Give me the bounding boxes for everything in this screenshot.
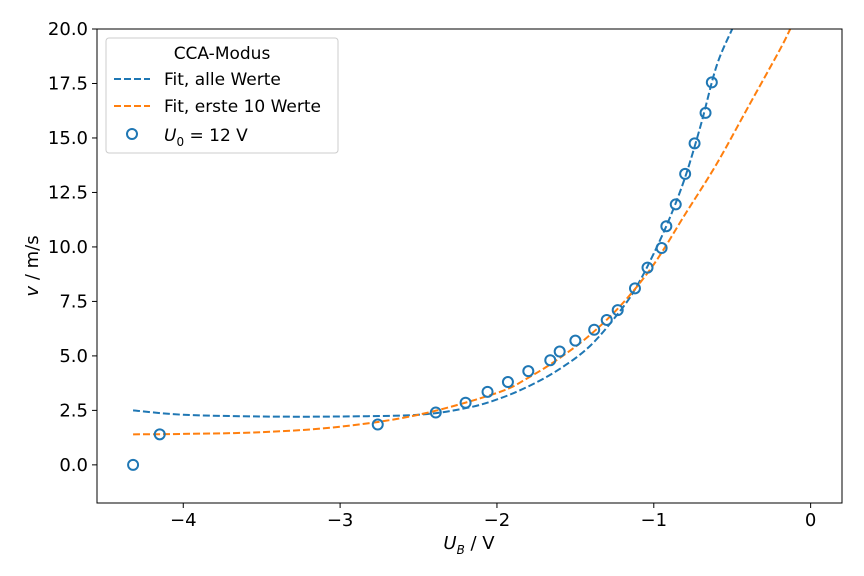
- data-point-u0: [153, 428, 166, 441]
- x-axis: −4 −3 −2 −1 0: [170, 503, 816, 531]
- data-point-u0: [600, 313, 613, 326]
- data-point-u0: [705, 76, 718, 89]
- data-point-u0: [459, 396, 472, 409]
- data-point-u0: [429, 406, 442, 419]
- legend-entry-fit-first10: Fit, erste 10 Werte: [164, 97, 321, 117]
- data-point-u0: [611, 304, 624, 317]
- data-point-u0: [588, 323, 601, 336]
- legend-entry-u0: U0 = 12 V: [164, 126, 248, 149]
- data-point-u0: [501, 376, 514, 389]
- y-axis-label: v / m/s: [22, 235, 43, 296]
- plot-frame: [96, 28, 843, 504]
- data-point-u0: [481, 385, 494, 398]
- series-line-fit-all: [132, 29, 734, 418]
- data-point-u0: [127, 458, 140, 471]
- x-tick-label: −3: [327, 510, 354, 531]
- y-tick-label: 7.5: [59, 291, 88, 312]
- y-axis: 0.0 2.5 5.0 7.5 10.0 12.5 15.0 17.5 20.0: [48, 19, 97, 476]
- legend: CCA-Modus Fit, alle Werte Fit, erste 10 …: [105, 37, 339, 154]
- legend-title: CCA-Modus: [174, 44, 271, 64]
- y-tick-label: 12.5: [48, 182, 88, 203]
- data-point-u0: [669, 198, 682, 211]
- y-tick-label: 0.0: [59, 455, 88, 476]
- data-layer: [127, 29, 792, 471]
- x-tick-label: −1: [641, 510, 668, 531]
- y-tick-label: 17.5: [48, 73, 88, 94]
- data-point-u0: [688, 137, 701, 150]
- data-point-u0: [553, 345, 566, 358]
- y-tick-label: 15.0: [48, 128, 88, 149]
- x-tick-label: 0: [805, 510, 816, 531]
- data-point-u0: [699, 106, 712, 119]
- data-point-u0: [679, 167, 692, 180]
- y-tick-label: 2.5: [59, 400, 88, 421]
- data-point-u0: [569, 334, 582, 347]
- legend-swatch-u0: [126, 128, 138, 140]
- y-tick-label: 10.0: [48, 237, 88, 258]
- data-point-u0: [628, 282, 641, 295]
- y-tick-label: 20.0: [48, 19, 88, 40]
- data-point-u0: [655, 242, 668, 255]
- data-point-u0: [641, 261, 654, 274]
- y-tick-label: 5.0: [59, 346, 88, 367]
- data-point-u0: [660, 220, 673, 233]
- data-point-u0: [371, 418, 384, 431]
- legend-box: [105, 37, 339, 154]
- x-tick-label: −4: [170, 510, 197, 531]
- legend-entry-fit-all: Fit, alle Werte: [164, 70, 281, 90]
- data-point-u0: [522, 365, 535, 378]
- x-axis-label: UB / V: [443, 533, 495, 557]
- data-point-u0: [544, 354, 557, 367]
- series-line-fit-first10: [133, 29, 792, 436]
- x-tick-label: −2: [484, 510, 511, 531]
